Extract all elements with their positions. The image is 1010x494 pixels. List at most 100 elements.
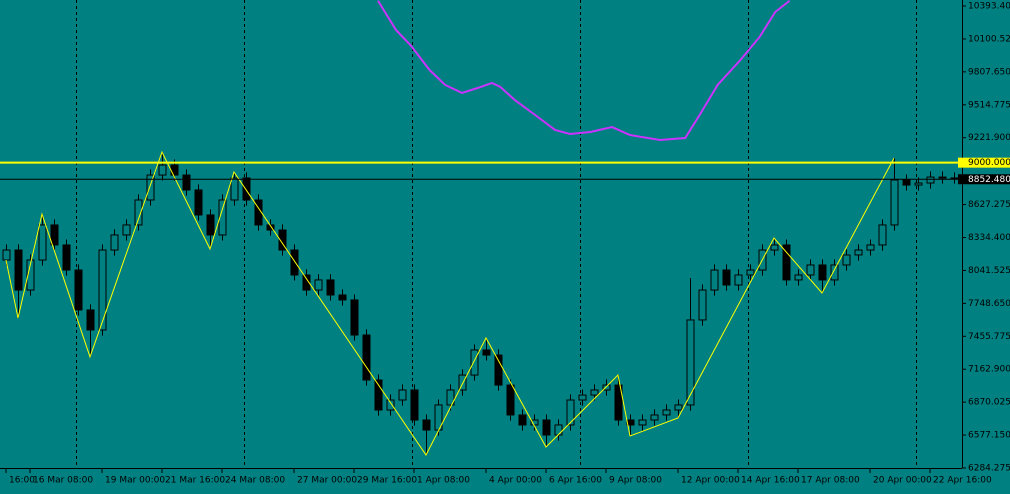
candle-body bbox=[566, 399, 575, 426]
candle-body bbox=[662, 409, 671, 416]
candle-body bbox=[38, 224, 47, 261]
candle-body bbox=[542, 419, 551, 436]
indicator-line bbox=[377, 0, 791, 141]
candle-body bbox=[50, 224, 59, 246]
y-tick-label: 7455.775 bbox=[968, 332, 1010, 342]
candle-body bbox=[218, 199, 227, 236]
candle-body bbox=[398, 389, 407, 401]
candle-body bbox=[314, 279, 323, 291]
candle-body bbox=[146, 174, 155, 201]
candle-body bbox=[698, 289, 707, 321]
y-tick-label: 9514.775 bbox=[968, 100, 1010, 110]
candle-body bbox=[362, 334, 371, 381]
candle-body bbox=[818, 264, 827, 281]
candle-body bbox=[746, 269, 755, 276]
x-tick-label: 24 Mar 08:00 bbox=[225, 476, 285, 486]
candle-body bbox=[26, 259, 35, 291]
candle-body bbox=[914, 182, 923, 186]
zigzag-line bbox=[5, 150, 895, 456]
y-tick-label: 6284.275 bbox=[968, 464, 1010, 474]
candle-body bbox=[482, 349, 491, 356]
candle-body bbox=[890, 179, 899, 226]
x-tick-label: 17 Apr 08:00 bbox=[801, 476, 860, 486]
candle-body bbox=[326, 279, 335, 296]
candle-body bbox=[74, 269, 83, 311]
y-tick-label: 10100.525 bbox=[968, 34, 1010, 44]
candle-body bbox=[158, 164, 167, 176]
x-tick-label: 22 Apr 16:00 bbox=[933, 476, 992, 486]
candle-body bbox=[374, 379, 383, 411]
candle-body bbox=[722, 269, 731, 286]
candle-body bbox=[134, 199, 143, 226]
candle-body bbox=[506, 384, 515, 416]
y-tick-label: 6870.025 bbox=[968, 398, 1010, 408]
candle-body bbox=[458, 374, 467, 391]
price-label: 9000.000 bbox=[968, 158, 1010, 168]
candle-body bbox=[794, 274, 803, 281]
y-tick-label: 8041.525 bbox=[968, 266, 1010, 276]
x-tick-label: 6 Apr 16:00 bbox=[549, 476, 602, 486]
period-separators bbox=[76, 0, 917, 468]
y-tick-label: 9807.650 bbox=[968, 67, 1010, 77]
candle-body bbox=[902, 179, 911, 186]
x-tick-label: 4 Apr 00:00 bbox=[489, 476, 542, 486]
candle-body bbox=[530, 419, 539, 426]
y-tick-label: 8334.400 bbox=[968, 233, 1010, 243]
candle-body bbox=[290, 249, 299, 276]
candle-body bbox=[110, 234, 119, 251]
candle-body bbox=[386, 399, 395, 411]
candle-body bbox=[554, 424, 563, 436]
candle-body bbox=[302, 274, 311, 291]
candle-body bbox=[842, 254, 851, 266]
y-tick-label: 8627.275 bbox=[968, 200, 1010, 210]
candle-body bbox=[470, 349, 479, 376]
x-tick-label: 14 Apr 16:00 bbox=[741, 476, 800, 486]
candle-body bbox=[938, 176, 947, 179]
x-tick-label: 29 Mar 16:00 bbox=[357, 476, 417, 486]
price-label-box bbox=[958, 157, 1010, 168]
candle-body bbox=[602, 384, 611, 391]
x-tick-label: 19 Mar 00:00 bbox=[105, 476, 165, 486]
candle-body bbox=[686, 319, 695, 406]
candle-body bbox=[830, 264, 839, 281]
plot-area bbox=[2, 0, 959, 456]
candle-body bbox=[98, 249, 107, 331]
candle-body bbox=[734, 274, 743, 286]
price-label-box bbox=[958, 174, 1010, 185]
y-tick-label: 7748.650 bbox=[968, 299, 1010, 309]
candle-body bbox=[2, 249, 11, 261]
y-tick-label: 9221.900 bbox=[968, 133, 1010, 143]
candle-body bbox=[446, 389, 455, 406]
candle-body bbox=[242, 177, 251, 201]
candle-body bbox=[638, 419, 647, 426]
x-tick-label: 21 Mar 16:00 bbox=[165, 476, 225, 486]
candle-body bbox=[674, 404, 683, 411]
candle-body bbox=[770, 244, 779, 251]
candle-body bbox=[338, 294, 347, 301]
candle-body bbox=[878, 224, 887, 246]
candle-body bbox=[854, 249, 863, 256]
candle-body bbox=[578, 394, 587, 401]
candle-body bbox=[710, 269, 719, 291]
price-label: 8852.480 bbox=[968, 175, 1010, 185]
candle-body bbox=[866, 244, 875, 251]
candle-body bbox=[350, 299, 359, 336]
candle-body bbox=[278, 229, 287, 251]
x-tick-label: 1 Apr 08:00 bbox=[417, 476, 470, 486]
candle-body bbox=[14, 249, 23, 291]
candle-body bbox=[230, 177, 239, 201]
candle-body bbox=[590, 389, 599, 396]
y-tick-label: 7162.900 bbox=[968, 365, 1010, 375]
candle-body bbox=[422, 419, 431, 431]
candle-body bbox=[518, 414, 527, 426]
candle-body bbox=[182, 174, 191, 191]
candle-body bbox=[86, 309, 95, 331]
x-tick-label: 12 Apr 00:00 bbox=[681, 476, 740, 486]
candle-body bbox=[410, 389, 419, 421]
candle-body bbox=[782, 244, 791, 281]
x-tick-label: 27 Mar 00:00 bbox=[297, 476, 357, 486]
candle-body bbox=[62, 244, 71, 271]
y-tick-label: 10393.400 bbox=[968, 2, 1010, 12]
